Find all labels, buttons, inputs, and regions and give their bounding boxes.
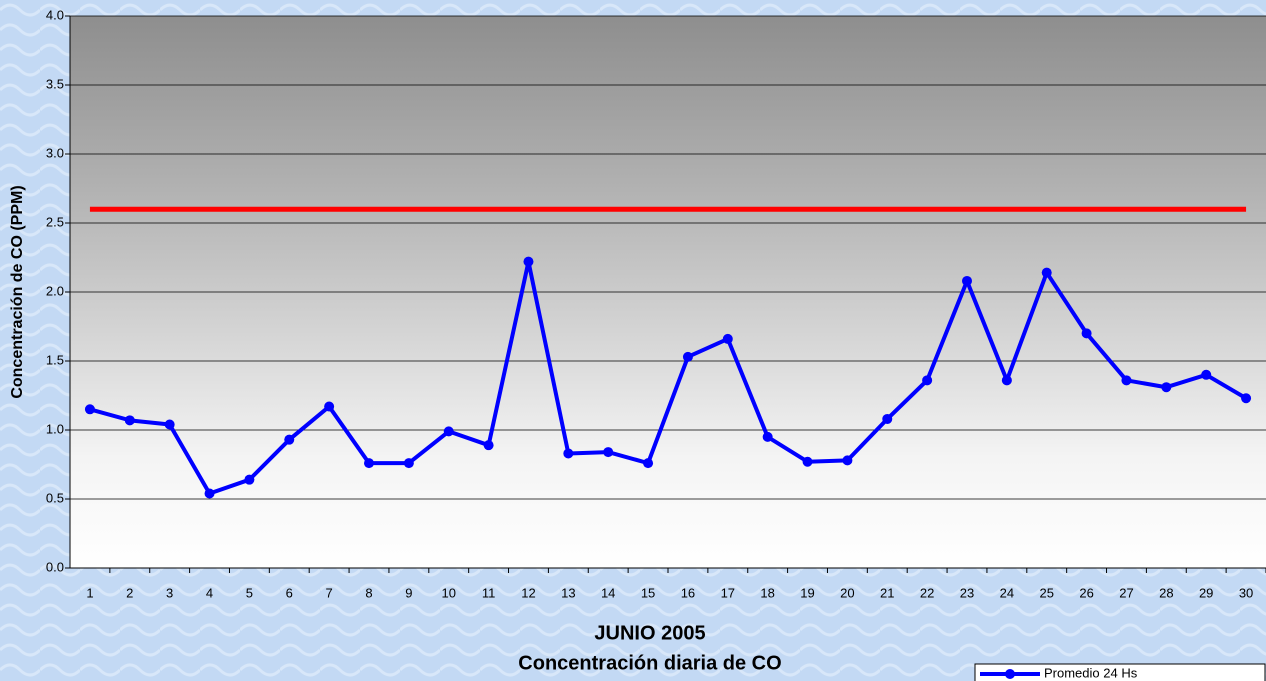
- x-tick-label: 27: [1119, 585, 1133, 600]
- y-tick-label: 3.5: [46, 76, 64, 91]
- x-tick-label: 14: [601, 585, 615, 600]
- x-tick-label: 30: [1239, 585, 1253, 600]
- x-tick-label: 7: [326, 585, 333, 600]
- data-point: [523, 257, 533, 267]
- data-point: [404, 458, 414, 468]
- x-tick-label: 22: [920, 585, 934, 600]
- x-tick-label: 5: [246, 585, 253, 600]
- x-tick-label: 26: [1079, 585, 1093, 600]
- x-tick-label: 29: [1199, 585, 1213, 600]
- data-point: [1002, 375, 1012, 385]
- x-tick-label: 16: [681, 585, 695, 600]
- data-point: [364, 458, 374, 468]
- data-point: [1082, 328, 1092, 338]
- y-tick-label: 0.5: [46, 490, 64, 505]
- data-point: [444, 426, 454, 436]
- x-tick-label: 8: [365, 585, 372, 600]
- data-point: [922, 375, 932, 385]
- x-tick-label: 1: [86, 585, 93, 600]
- data-point: [165, 419, 175, 429]
- data-point: [603, 447, 613, 457]
- y-tick-label: 2.0: [46, 283, 64, 298]
- data-point: [803, 457, 813, 467]
- x-tick-label: 11: [482, 585, 496, 600]
- data-point: [125, 415, 135, 425]
- x-tick-label: 23: [960, 585, 974, 600]
- data-point: [962, 276, 972, 286]
- chart-title: JUNIO 2005: [594, 622, 705, 644]
- y-axis-label: Concentración de CO (PPM): [9, 185, 26, 398]
- y-tick-label: 1.5: [46, 352, 64, 367]
- data-point: [284, 435, 294, 445]
- x-tick-label: 19: [800, 585, 814, 600]
- data-point: [205, 488, 215, 498]
- x-tick-label: 6: [286, 585, 293, 600]
- data-point: [1201, 370, 1211, 380]
- x-tick-label: 25: [1039, 585, 1053, 600]
- data-point: [1121, 375, 1131, 385]
- data-point: [563, 448, 573, 458]
- data-point: [85, 404, 95, 414]
- data-point: [723, 334, 733, 344]
- x-tick-label: 28: [1159, 585, 1173, 600]
- chart: JUNIO 2005 Concentración diaria de CO Co…: [0, 0, 1266, 681]
- data-point: [882, 414, 892, 424]
- data-point: [1161, 382, 1171, 392]
- x-tick-label: 20: [840, 585, 854, 600]
- legend-label: Promedio 24 Hs: [1044, 665, 1138, 680]
- data-point: [244, 475, 254, 485]
- legend: Promedio 24 Hs: [975, 664, 1265, 681]
- data-point: [484, 440, 494, 450]
- x-tick-label: 3: [166, 585, 173, 600]
- data-point: [1241, 393, 1251, 403]
- x-tick-label: 12: [521, 585, 535, 600]
- chart-subtitle: Concentración diaria de CO: [518, 652, 781, 674]
- data-point: [763, 432, 773, 442]
- y-tick-label: 1.0: [46, 421, 64, 436]
- y-tick-label: 0.0: [46, 559, 64, 574]
- data-point: [324, 402, 334, 412]
- data-point: [683, 352, 693, 362]
- x-tick-label: 21: [880, 585, 894, 600]
- x-tick-label: 24: [1000, 585, 1014, 600]
- data-point: [1042, 268, 1052, 278]
- y-tick-label: 4.0: [46, 7, 64, 22]
- x-tick-label: 18: [760, 585, 774, 600]
- y-tick-label: 3.0: [46, 145, 64, 160]
- x-tick-label: 13: [561, 585, 575, 600]
- data-point: [643, 458, 653, 468]
- legend-marker: [1005, 669, 1015, 679]
- data-point: [842, 455, 852, 465]
- x-tick-label: 15: [641, 585, 655, 600]
- x-tick-label: 4: [206, 585, 213, 600]
- y-tick-label: 2.5: [46, 214, 64, 229]
- x-tick-label: 10: [441, 585, 455, 600]
- x-tick-label: 9: [405, 585, 412, 600]
- x-tick-label: 17: [721, 585, 735, 600]
- x-tick-label: 2: [126, 585, 133, 600]
